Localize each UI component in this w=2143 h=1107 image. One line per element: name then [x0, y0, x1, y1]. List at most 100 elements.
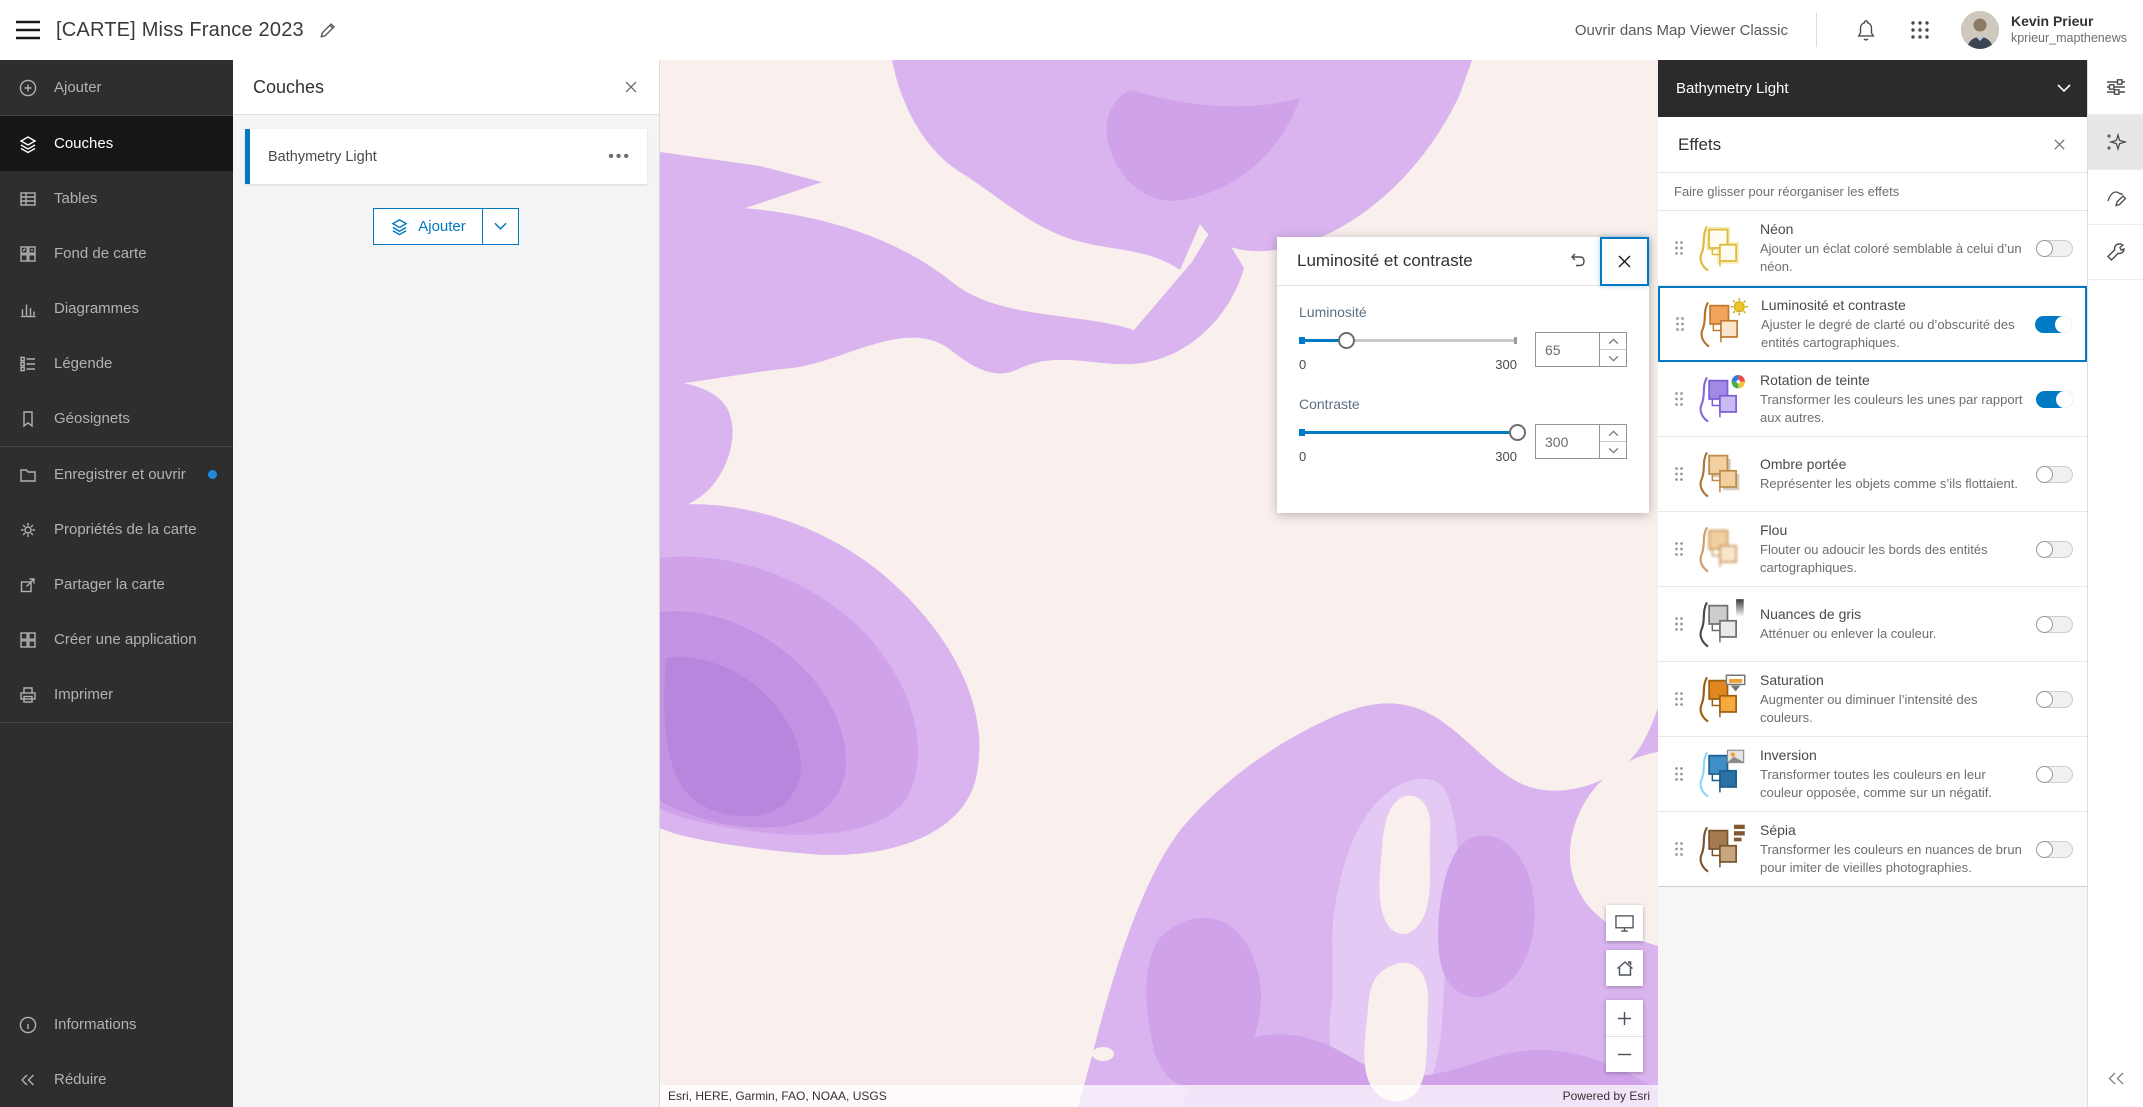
- sidebar-item-proprietes-de-la-carte[interactable]: Propriétés de la carte: [0, 502, 233, 557]
- sidebar-item-tables[interactable]: Tables: [0, 171, 233, 226]
- drag-handle-icon[interactable]: [1664, 391, 1694, 407]
- add-layer-split-button: Ajouter: [373, 208, 519, 245]
- zoom-out-button[interactable]: [1606, 1036, 1643, 1072]
- effect-toggle-brightness[interactable]: [2035, 315, 2072, 333]
- slider-thumb[interactable]: [1509, 424, 1526, 441]
- layer-card[interactable]: Bathymetry Light •••: [245, 129, 647, 184]
- sidebar-item-informations[interactable]: Informations: [0, 997, 233, 1052]
- effect-icon-blur: [1699, 526, 1737, 573]
- add-layer-button[interactable]: Ajouter: [374, 209, 482, 244]
- effect-row-saturation[interactable]: Saturation Augmenter ou diminuer l’inten…: [1658, 662, 2087, 737]
- effect-description: Augmenter ou diminuer l’intensité des co…: [1760, 692, 1978, 725]
- effect-toggle-blur[interactable]: [2036, 540, 2073, 558]
- edit-title-pencil-icon[interactable]: [318, 21, 337, 40]
- drag-handle-icon[interactable]: [1664, 691, 1694, 707]
- sidebar-item-ajouter[interactable]: Ajouter: [0, 60, 233, 115]
- effect-toggle-shadow[interactable]: [2036, 465, 2073, 483]
- effect-row-hue[interactable]: Rotation de teinte Transformer les coule…: [1658, 362, 2087, 437]
- effect-row-grayscale[interactable]: Nuances de gris Atténuer ou enlever la c…: [1658, 587, 2087, 662]
- effect-toggle-saturation[interactable]: [2036, 690, 2073, 708]
- spinner-up-icon[interactable]: [1600, 333, 1626, 349]
- open-classic-link[interactable]: Ouvrir dans Map Viewer Classic: [1574, 21, 1788, 39]
- add-layer-dropdown-arrow[interactable]: [481, 209, 518, 244]
- sidebar-item-label: Couches: [54, 135, 114, 152]
- sidebar-item-partager-la-carte[interactable]: Partager la carte: [0, 557, 233, 612]
- slider-block-brightness: Luminosité 0 300: [1299, 304, 1627, 372]
- printer-icon: [20, 686, 36, 703]
- effect-row-sepia[interactable]: Sépia Transformer les couleurs en nuance…: [1658, 812, 2087, 886]
- map-canvas[interactable]: Luminosité et contraste Luminosité: [660, 60, 1658, 1107]
- spinner-up-icon[interactable]: [1600, 425, 1626, 441]
- spinner-down-icon[interactable]: [1600, 349, 1626, 366]
- slider-thumb[interactable]: [1338, 332, 1356, 349]
- sidebar-item-label: Diagrammes: [54, 300, 140, 317]
- effects-sparkle-icon[interactable]: [2088, 115, 2143, 170]
- drag-handle-icon[interactable]: [1664, 616, 1694, 632]
- brightness-slider[interactable]: [1299, 332, 1517, 349]
- contrast-slider[interactable]: [1299, 424, 1526, 441]
- drag-handle-icon[interactable]: [1664, 841, 1694, 857]
- reorder-hint: Faire glisser pour réorganiser les effet…: [1658, 172, 2087, 211]
- dialog-reset-icon[interactable]: [1554, 245, 1600, 277]
- notifications-bell-icon[interactable]: [1839, 18, 1893, 42]
- dialog-title: Luminosité et contraste: [1297, 251, 1473, 270]
- contrast-value-input[interactable]: [1536, 425, 1599, 458]
- drag-handle-icon[interactable]: [1664, 240, 1694, 256]
- spinner-down-icon[interactable]: [1600, 441, 1626, 458]
- effect-icon-shadow: [1699, 451, 1740, 498]
- sidebar-item-legende[interactable]: Légende: [0, 336, 233, 391]
- home-button[interactable]: [1606, 950, 1643, 986]
- full-extent-button[interactable]: [1606, 905, 1643, 941]
- layer-selector-dropdown[interactable]: Bathymetry Light: [1658, 60, 2087, 117]
- effects-panel-close-icon[interactable]: [2046, 131, 2073, 158]
- tools-wrench-icon[interactable]: [2088, 225, 2143, 280]
- sidebar-item-fond-de-carte[interactable]: Fond de carte: [0, 226, 233, 281]
- right-toolbar-rail: [2088, 60, 2143, 1107]
- effect-toggle-neon[interactable]: [2036, 239, 2073, 257]
- effect-row-blur[interactable]: Flou Flouter ou adoucir les bords des en…: [1658, 512, 2087, 587]
- collapse-rail-icon[interactable]: [2088, 1050, 2143, 1107]
- hamburger-menu-button[interactable]: [0, 0, 56, 60]
- layers-panel-close-icon[interactable]: [617, 73, 645, 101]
- user-avatar[interactable]: [1960, 11, 1999, 49]
- app-launcher-grid-icon[interactable]: [1893, 19, 1947, 41]
- sidebar-item-enregistrer-et-ouvrir[interactable]: Enregistrer et ouvrir: [0, 447, 233, 502]
- style-pencil-icon[interactable]: [2088, 170, 2143, 225]
- sidebar-item-creer-une-application[interactable]: Créer une application: [0, 612, 233, 667]
- zoom-controls: [1606, 1000, 1643, 1072]
- sidebar-item-diagrammes[interactable]: Diagrammes: [0, 281, 233, 336]
- app-grid-icon: [20, 631, 36, 648]
- sidebar-item-couches[interactable]: Couches: [0, 116, 233, 171]
- sidebar-item-label: Réduire: [54, 1071, 107, 1088]
- effect-row-shadow[interactable]: Ombre portée Représenter les objets comm…: [1658, 437, 2087, 512]
- effect-description: Flouter ou adoucir les bords des entités…: [1760, 542, 1988, 575]
- sidebar-item-imprimer[interactable]: Imprimer: [0, 667, 233, 722]
- effect-toggle-sepia[interactable]: [2036, 840, 2073, 858]
- effect-row-neon[interactable]: Néon Ajouter un éclat coloré semblable à…: [1658, 211, 2087, 286]
- effect-toggle-invert[interactable]: [2036, 765, 2073, 783]
- effect-toggle-hue[interactable]: [2036, 390, 2073, 408]
- left-sidebar: Ajouter Couches Tables Fond de carte Diagram…: [0, 56, 233, 1107]
- sidebar-item-geosignets[interactable]: Géosignets: [0, 391, 233, 446]
- user-block[interactable]: Kevin Prieur kprieur_mapthenews: [2011, 13, 2127, 46]
- brightness-value-input[interactable]: [1536, 333, 1599, 366]
- slider-min-label: 0: [1299, 357, 1307, 372]
- properties-sliders-icon[interactable]: [2088, 60, 2143, 115]
- dialog-close-icon[interactable]: [1600, 236, 1649, 286]
- drag-handle-icon[interactable]: [1664, 766, 1694, 782]
- slider-label: Contraste: [1299, 396, 1360, 412]
- zoom-in-button[interactable]: [1606, 1000, 1643, 1036]
- sidebar-divider: [0, 446, 233, 447]
- table-icon: [20, 191, 36, 206]
- effect-row-brightness[interactable]: Luminosité et contraste Ajuster le degré…: [1658, 286, 2087, 362]
- sidebar-item-label: Informations: [54, 1016, 137, 1033]
- layer-options-kebab-icon[interactable]: •••: [602, 144, 637, 170]
- drag-handle-icon[interactable]: [1664, 541, 1694, 557]
- drag-handle-icon[interactable]: [1664, 466, 1694, 482]
- effect-row-invert[interactable]: Inversion Transformer toutes les couleur…: [1658, 737, 2087, 812]
- sidebar-item-reduire[interactable]: Réduire: [0, 1052, 233, 1107]
- drag-handle-icon[interactable]: [1665, 316, 1695, 332]
- sidebar-item-label: Légende: [54, 355, 113, 372]
- effect-toggle-grayscale[interactable]: [2036, 615, 2073, 633]
- gear-icon: [21, 522, 35, 537]
